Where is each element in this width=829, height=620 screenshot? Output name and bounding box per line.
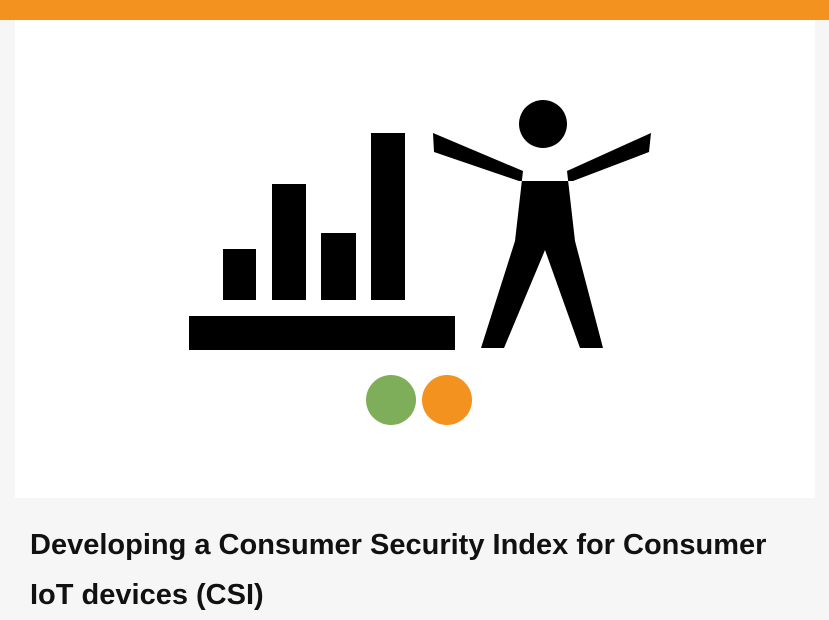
chart-bar-2 [272,184,306,300]
chart-base [189,316,455,350]
green-dot [366,375,416,425]
orange-dot [422,375,472,425]
person-body [433,133,651,348]
card-image[interactable] [15,20,815,498]
top-accent-bar [0,0,829,20]
chart-bar-3 [321,233,356,300]
card-title[interactable]: Developing a Consumer Security Index for… [30,529,767,611]
security-index-icon [189,100,651,425]
chart-bar-4 [371,133,405,300]
chart-bar-1 [223,249,256,300]
person-head [519,100,567,148]
